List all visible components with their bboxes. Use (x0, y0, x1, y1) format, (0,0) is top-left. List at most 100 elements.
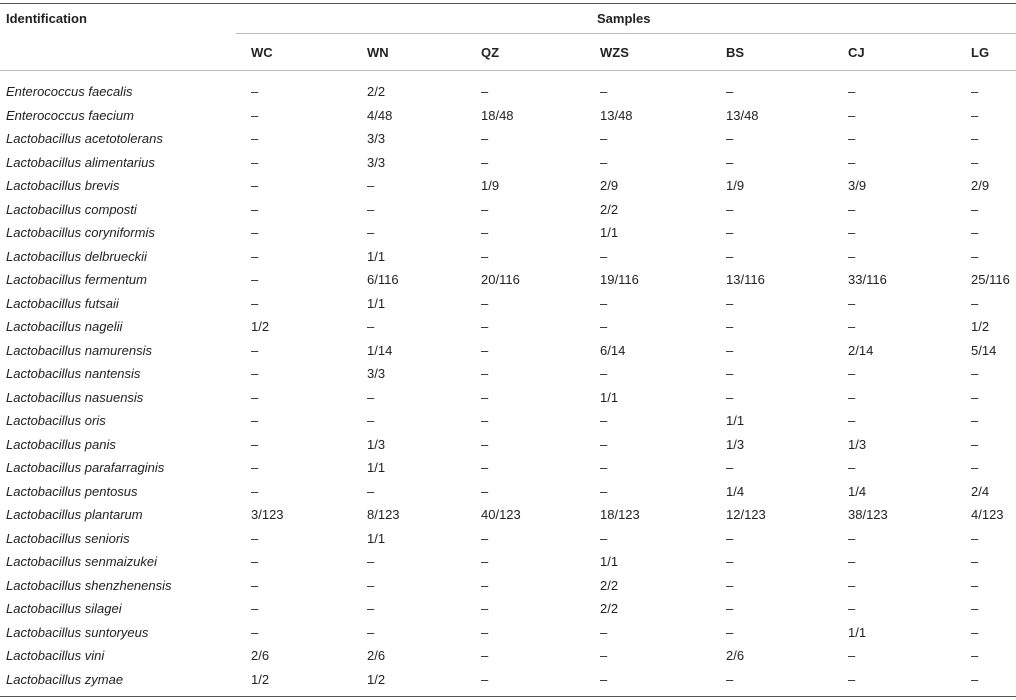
cell-qz: – (481, 648, 489, 663)
cell-cj: – (848, 648, 856, 663)
cell-wzs: – (600, 131, 608, 146)
cell-bs: – (726, 366, 734, 381)
species-name: Lactobacillus nagelii (6, 319, 123, 334)
table-row: Lactobacillus senioris – 1/1 – – – – – (0, 531, 1016, 555)
cell-wzs: – (600, 460, 608, 475)
cell-wn: 2/2 (367, 84, 386, 99)
table-row: Lactobacillus namurensis – 1/14 – 6/14 – 2/14 5… (0, 343, 1016, 367)
table-row: Lactobacillus silagei – – – 2/2 – – – (0, 601, 1016, 625)
cell-wc: – (251, 84, 259, 99)
cell-qz: – (481, 154, 489, 170)
cell-bs: – (726, 601, 734, 616)
column-header-cj: CJ (848, 45, 865, 60)
cell-cj: – (848, 671, 856, 687)
cell-wn: 2/6 (367, 648, 386, 663)
cell-qz: – (481, 389, 489, 405)
cell-cj: – (848, 389, 856, 405)
cell-qz: – (481, 201, 489, 217)
cell-bs: 13/48 (726, 107, 759, 123)
cell-bs: – (726, 577, 734, 593)
cell-qz: – (481, 436, 489, 452)
cell-wc: – (251, 225, 259, 240)
species-name: Lactobacillus alimentarius (6, 154, 155, 170)
cell-qz: 18/48 (481, 107, 514, 123)
cell-wn: – (367, 554, 375, 569)
column-header-wn: WN (367, 45, 389, 60)
species-name: Lactobacillus coryniformis (6, 225, 155, 240)
table-row: Lactobacillus vini 2/6 2/6 – – 2/6 – – (0, 648, 1016, 672)
cell-wn: 3/3 (367, 154, 386, 170)
table-row: Lactobacillus senmaizukei – – – 1/1 – – – (0, 554, 1016, 578)
cell-wc: – (251, 178, 259, 193)
species-name: Lactobacillus nasuensis (6, 389, 144, 405)
header-rule (0, 70, 1016, 71)
species-name: Enterococcus faecium (6, 107, 134, 123)
cell-cj: – (848, 295, 856, 311)
table-row: Lactobacillus fermentum – 6/116 20/116 19/11… (0, 272, 1016, 296)
cell-wzs: – (600, 483, 608, 499)
cell-lg: – (971, 577, 979, 593)
cell-wzs: 18/123 (600, 507, 640, 522)
table-row: Lactobacillus plantarum 3/123 8/123 40/123 1… (0, 507, 1016, 531)
cell-lg: – (971, 648, 979, 663)
cell-wzs: 2/2 (600, 201, 619, 217)
cell-qz: – (481, 554, 489, 569)
species-name: Lactobacillus brevis (6, 178, 120, 193)
cell-cj: 3/9 (848, 178, 867, 193)
cell-bs: – (726, 295, 734, 311)
table-row: Lactobacillus suntoryeus – – – – – 1/1 – (0, 625, 1016, 649)
cell-wn: – (367, 483, 375, 499)
cell-wzs: 2/9 (600, 178, 619, 193)
cell-wn: – (367, 577, 375, 593)
cell-lg: – (971, 460, 979, 475)
cell-cj: – (848, 319, 856, 334)
cell-cj: – (848, 225, 856, 240)
cell-bs: – (726, 319, 734, 334)
cell-wc: – (251, 601, 259, 616)
table-row: Lactobacillus nasuensis – – – 1/1 – – – (0, 390, 1016, 414)
cell-wc: 3/123 (251, 507, 284, 522)
cell-wc: – (251, 577, 259, 593)
cell-cj: 38/123 (848, 507, 888, 522)
species-name: Lactobacillus composti (6, 201, 137, 217)
cell-cj: – (848, 530, 856, 546)
cell-wn: 8/123 (367, 507, 400, 522)
species-name: Lactobacillus silagei (6, 601, 122, 616)
cell-bs: – (726, 225, 734, 240)
table-row: Lactobacillus panis – 1/3 – – 1/3 1/3 – (0, 437, 1016, 461)
cell-wc: – (251, 366, 259, 381)
cell-lg: – (971, 366, 979, 381)
cell-wn: – (367, 624, 375, 640)
cell-wc: – (251, 624, 259, 640)
cell-qz: – (481, 84, 489, 99)
cell-cj: 1/1 (848, 624, 867, 640)
cell-bs: – (726, 530, 734, 546)
cell-wc: – (251, 389, 259, 405)
table-row: Lactobacillus zymae 1/2 1/2 – – – – – (0, 672, 1016, 696)
cell-wzs: – (600, 366, 608, 381)
cell-bs: – (726, 342, 734, 358)
species-name: Lactobacillus plantarum (6, 507, 143, 522)
cell-wc: – (251, 272, 259, 287)
cell-bs: – (726, 671, 734, 687)
cell-bs: – (726, 248, 734, 264)
cell-wn: – (367, 319, 375, 334)
cell-cj: 2/14 (848, 342, 874, 358)
species-name: Lactobacillus acetotolerans (6, 131, 163, 146)
cell-qz: – (481, 577, 489, 593)
cell-cj: 33/116 (848, 272, 887, 287)
cell-lg: 2/4 (971, 483, 990, 499)
samples-header: Samples (597, 11, 651, 26)
cell-wn: 1/3 (367, 436, 386, 452)
cell-wc: – (251, 342, 259, 358)
cell-wn: 4/48 (367, 107, 393, 123)
cell-qz: 1/9 (481, 178, 500, 193)
table-row: Lactobacillus coryniformis – – – 1/1 – – – (0, 225, 1016, 249)
cell-wc: – (251, 295, 259, 311)
cell-lg: 1/2 (971, 319, 990, 334)
cell-bs: 1/4 (726, 483, 745, 499)
cell-qz: – (481, 460, 489, 475)
species-name: Lactobacillus namurensis (6, 342, 152, 358)
column-header-wzs: WZS (600, 45, 629, 60)
cell-qz: – (481, 671, 489, 687)
